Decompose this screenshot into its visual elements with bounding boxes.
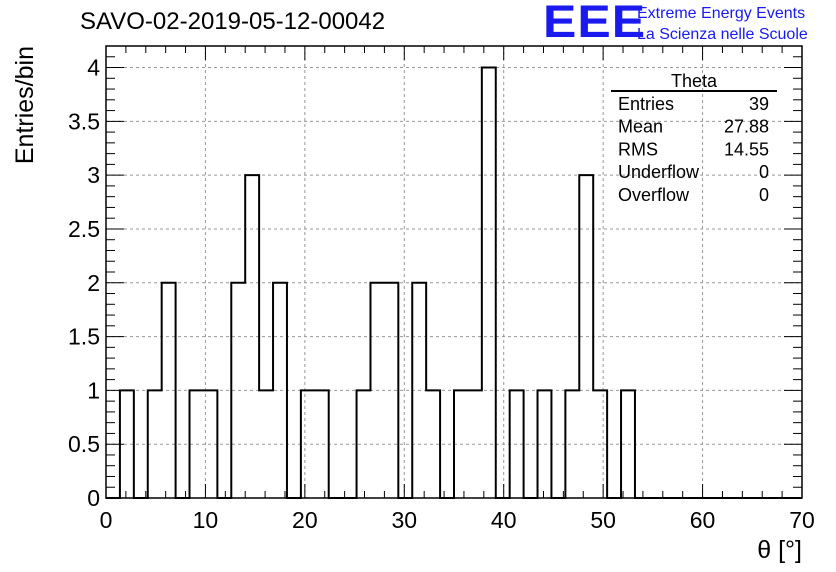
x-axis-label: θ [°]	[757, 536, 802, 564]
stats-value: 39	[749, 94, 769, 114]
stats-value: 0	[759, 185, 769, 205]
stats-title: Theta	[671, 71, 718, 91]
x-tick-label: 0	[100, 507, 113, 533]
y-tick-label: 2.5	[68, 216, 100, 242]
stats-label: Underflow	[618, 162, 700, 182]
y-tick-label: 4	[87, 55, 100, 81]
chart-title: SAVO-02-2019-05-12-00042	[80, 8, 386, 35]
stats-label: Overflow	[618, 185, 690, 205]
histogram-bin	[565, 390, 579, 498]
logo-line-2: La Scienza nelle Scuole	[637, 26, 808, 43]
stats-label: Mean	[618, 117, 663, 137]
x-tick-label: 10	[193, 507, 219, 533]
y-tick-label: 0	[87, 485, 100, 511]
x-tick-label: 70	[789, 507, 815, 533]
y-tick-label: 2	[87, 270, 100, 296]
x-tick-label: 40	[491, 507, 517, 533]
histogram-outline	[106, 66, 802, 499]
stats-label: Entries	[618, 94, 674, 114]
stats-box: Theta Entries 39 Mean 27.88 RMS 14.55 Underflow…	[611, 71, 777, 205]
eee-logo: EEE	[543, 0, 647, 47]
x-tick-label: 20	[292, 507, 318, 533]
x-tick-label: 30	[391, 507, 417, 533]
y-tick-label: 1	[87, 377, 100, 403]
x-tick-label: 50	[590, 507, 616, 533]
logo-caption: Extreme Energy Events La Scienza nelle S…	[637, 3, 808, 45]
y-tick-label: 3	[87, 162, 100, 188]
axis-ticks	[105, 45, 803, 499]
stats-value: 0	[759, 162, 769, 182]
stats-value: 27.88	[724, 117, 769, 137]
stats-label: RMS	[618, 139, 658, 159]
x-tick-label: 60	[690, 507, 716, 533]
y-axis-label: Entries/bin	[11, 46, 39, 164]
axis-labels: 0 10 20 30 40 50 60 70 0 0.5 1 1.5 2 2.5 3 3.5 4 θ [°] Ent…	[11, 46, 815, 564]
y-tick-label: 3.5	[68, 108, 100, 134]
stats-value: 14.55	[724, 139, 769, 159]
histogram-bin	[482, 68, 496, 498]
histogram	[106, 66, 802, 499]
y-tick-label: 1.5	[68, 324, 100, 350]
logo-line-1: Extreme Energy Events	[637, 5, 806, 22]
y-tick-label: 0.5	[68, 431, 100, 457]
